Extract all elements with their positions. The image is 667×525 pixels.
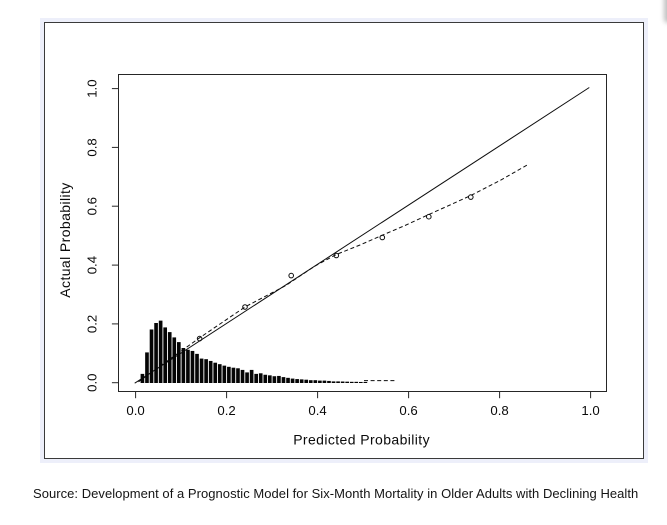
svg-text:0.8: 0.8 (85, 138, 100, 156)
svg-text:0.2: 0.2 (85, 315, 100, 333)
svg-text:1.0: 1.0 (85, 79, 100, 97)
svg-text:Predicted Probability: Predicted Probability (293, 431, 430, 447)
svg-text:0.8: 0.8 (490, 403, 508, 418)
svg-text:0.0: 0.0 (85, 374, 100, 392)
svg-text:0.0: 0.0 (126, 403, 144, 418)
svg-text:Actual Probability: Actual Probability (57, 182, 73, 297)
svg-text:1.0: 1.0 (581, 403, 599, 418)
svg-text:0.4: 0.4 (85, 256, 100, 274)
svg-text:0.6: 0.6 (85, 197, 100, 215)
svg-text:0.6: 0.6 (399, 403, 417, 418)
svg-text:0.2: 0.2 (217, 403, 235, 418)
svg-text:0.4: 0.4 (308, 403, 326, 418)
